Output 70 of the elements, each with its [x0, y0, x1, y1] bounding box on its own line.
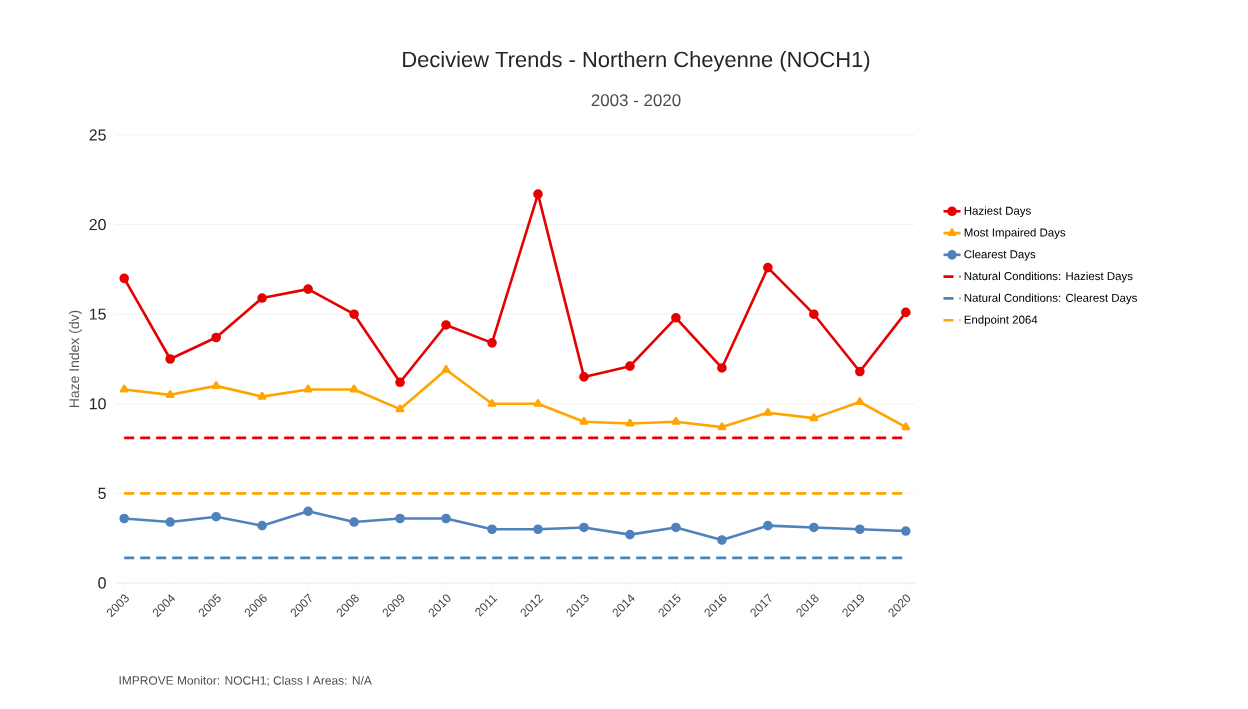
point	[533, 399, 543, 407]
text: IMPROVE Monitor: NOCH1; Class I Areas: N/A	[119, 675, 372, 687]
point	[809, 309, 819, 319]
point	[487, 524, 497, 535]
point	[349, 384, 359, 393]
point	[625, 361, 635, 371]
point	[165, 354, 175, 364]
point	[303, 506, 313, 517]
y-tick-label: 0	[98, 577, 106, 589]
point	[533, 524, 543, 535]
point	[625, 418, 635, 427]
point	[717, 363, 727, 373]
point	[901, 307, 911, 318]
point	[349, 517, 359, 527]
y-tick-label: 10	[89, 398, 106, 410]
point	[809, 413, 819, 422]
point	[165, 517, 175, 527]
point	[119, 513, 129, 524]
point	[211, 381, 221, 389]
point	[671, 416, 681, 425]
point	[579, 522, 589, 533]
point	[763, 520, 773, 531]
point	[901, 422, 911, 431]
point	[303, 384, 313, 393]
point	[855, 524, 865, 535]
legend-label: Endpoint 2064	[964, 315, 1038, 326]
legend-label: Natural Conditions: Haziest Days	[964, 271, 1133, 283]
point	[211, 332, 221, 343]
point	[855, 366, 865, 377]
point	[211, 511, 221, 522]
point	[441, 320, 451, 330]
point	[855, 397, 865, 406]
point	[119, 384, 129, 393]
point	[395, 404, 405, 413]
point	[671, 522, 681, 533]
point	[441, 513, 451, 524]
point	[165, 390, 175, 398]
y-tick-label: 15	[89, 308, 106, 320]
point	[441, 364, 451, 373]
point	[717, 422, 727, 431]
point	[533, 189, 543, 199]
point	[303, 284, 313, 294]
point	[257, 391, 267, 400]
point	[349, 309, 359, 319]
chart-title: Deciview Trends - Northern Cheyenne (NOCH1)	[403, 51, 870, 72]
point	[257, 520, 267, 531]
legend-label: Most Impaired Days	[964, 228, 1066, 239]
y-tick-label: 5	[98, 487, 106, 499]
point	[119, 273, 129, 284]
point	[625, 529, 635, 540]
legend-label: Haziest Days	[964, 206, 1031, 218]
legend-label: Clearest Days	[964, 249, 1036, 261]
point	[487, 399, 497, 407]
y-tick-label: 20	[89, 218, 106, 231]
legend-label: Natural Conditions: Clearest Days	[964, 293, 1137, 305]
point	[395, 377, 405, 388]
point	[763, 407, 773, 416]
point	[487, 338, 497, 348]
y-axis-title: Haze Index (dv)	[68, 310, 82, 408]
point	[717, 535, 727, 545]
point	[809, 522, 819, 533]
point	[901, 526, 911, 536]
chart-subtitle: 2003 - 2020	[591, 94, 681, 107]
point	[579, 372, 589, 382]
y-tick-label: 25	[89, 129, 106, 141]
point	[671, 312, 681, 323]
point	[395, 513, 405, 524]
point	[257, 293, 267, 303]
point	[579, 416, 589, 425]
point	[763, 262, 773, 273]
